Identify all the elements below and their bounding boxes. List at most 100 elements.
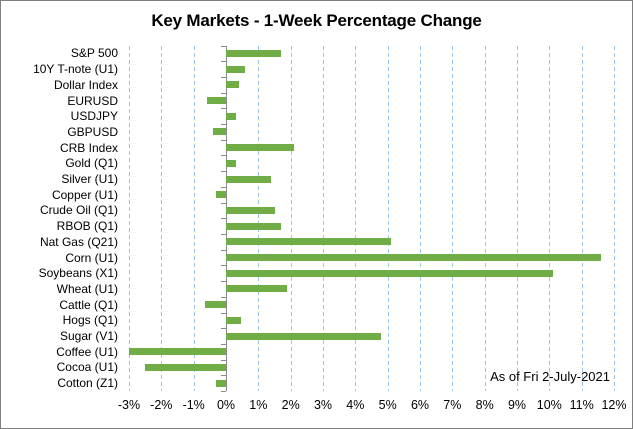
category-label: RBOB (Q1) [56, 219, 118, 234]
x-axis-tick-label: 4% [346, 398, 365, 412]
x-axis-tick-label: 12% [601, 398, 627, 412]
x-axis-tick-label: 8% [475, 398, 494, 412]
category-label: Soybeans (X1) [38, 266, 118, 281]
category-label: Sugar (V1) [59, 329, 118, 343]
category-tick [221, 45, 226, 47]
category-tick [221, 249, 226, 251]
gridline [387, 45, 389, 391]
gridline [549, 45, 551, 391]
category-tick [221, 171, 226, 173]
gridline [614, 45, 615, 391]
category-label: Crude Oil (Q1) [39, 203, 118, 218]
category-label: Wheat (U1) [56, 281, 118, 296]
category-tick [221, 155, 226, 157]
bar-10y-t-note-u1 [226, 65, 246, 73]
category-tick [221, 359, 226, 361]
gridline [323, 45, 324, 391]
x-axis-tick-label: -1% [182, 398, 205, 412]
bar-soybeans-x1 [226, 269, 553, 277]
category-tick [221, 281, 226, 283]
category-tick [221, 296, 226, 298]
bar-cattle-q1 [205, 301, 226, 309]
x-axis-tick-label: 5% [378, 398, 397, 412]
bar-usdjpy [226, 112, 236, 120]
category-tick [221, 124, 226, 125]
category-tick [221, 76, 226, 78]
category-tick [221, 186, 226, 188]
bar-dollar-index [226, 81, 239, 89]
category-label: EURUSD [67, 93, 118, 108]
bar-rbob-q1 [226, 222, 281, 230]
x-axis-tick-label: 2% [281, 398, 300, 412]
category-label: Copper (U1) [51, 187, 118, 202]
x-axis-tick-label: 6% [410, 398, 430, 412]
category-tick [221, 343, 226, 345]
category-label: Gold (Q1) [65, 156, 118, 171]
category-label: 10Y T-note (U1) [33, 62, 118, 77]
category-tick [221, 92, 226, 94]
bar-sugar-v1 [226, 332, 382, 340]
gridline [517, 45, 518, 391]
category-tick [221, 375, 226, 377]
x-axis-tick-label: 1% [249, 398, 268, 412]
gridline [355, 45, 357, 391]
category-tick [221, 61, 226, 63]
category-label: Nat Gas (Q21) [39, 234, 118, 249]
gridline [484, 45, 486, 391]
as-of-annotation: As of Fri 2-July-2021 [490, 369, 610, 384]
category-label: GBPUSD [67, 124, 118, 139]
x-axis-tick-label: 3% [313, 398, 333, 412]
bar-crude-oil-q1 [226, 206, 275, 214]
gridline [420, 45, 421, 391]
category-label: Coffee (U1) [56, 344, 118, 359]
category-tick [221, 108, 226, 110]
x-axis-tick-label: -2% [150, 398, 173, 412]
x-axis-tick-label: 9% [507, 398, 527, 412]
bar-silver-u1 [226, 175, 272, 183]
bar-cocoa-u1 [145, 363, 226, 371]
category-tick [221, 328, 226, 330]
gridline [193, 45, 195, 391]
bar-nat-gas-q21 [226, 238, 391, 246]
category-label: Cotton (Z1) [57, 376, 118, 391]
bar-coffee-u1 [129, 348, 226, 356]
category-tick [221, 202, 226, 204]
category-tick [221, 139, 226, 141]
category-label: Silver (U1) [61, 172, 118, 186]
bar-hogs-q1 [226, 316, 241, 324]
gridline [258, 45, 260, 391]
bar-cotton-z1 [216, 379, 226, 387]
bar-crb-index [226, 144, 294, 152]
x-axis-tick-label: 10% [536, 398, 562, 412]
bar-gbpusd [213, 128, 226, 136]
category-tick [221, 218, 226, 220]
gridline [581, 45, 583, 391]
bar-wheat-u1 [226, 285, 288, 293]
gridline [290, 45, 292, 391]
category-label: Cocoa (U1) [56, 360, 118, 375]
category-tick [221, 391, 226, 392]
category-tick [221, 312, 226, 314]
x-axis-tick-label: -3% [117, 398, 141, 412]
bar-corn-u1 [226, 254, 602, 261]
bar-gold-q1 [226, 159, 236, 167]
gridline [161, 45, 163, 391]
bar-copper-u1 [216, 191, 226, 199]
bar-s-p-500 [226, 49, 281, 57]
category-label: CRB Index [59, 140, 118, 155]
category-label: Dollar Index [53, 77, 118, 92]
bar-eurusd [206, 97, 226, 104]
category-tick [221, 234, 226, 235]
zero-axis-line [226, 45, 227, 391]
chart-title: Key Markets - 1-Week Percentage Change [151, 11, 482, 30]
gridline [129, 45, 130, 391]
x-axis-tick-label: 0% [216, 398, 236, 412]
category-label: S&P 500 [70, 46, 118, 61]
category-label: Cattle (Q1) [59, 297, 118, 312]
category-tick [221, 265, 226, 267]
category-label: Hogs (Q1) [62, 313, 118, 328]
x-axis-tick-label: 11% [569, 398, 594, 412]
category-label: Corn (U1) [65, 250, 118, 265]
category-label: USDJPY [70, 109, 118, 124]
